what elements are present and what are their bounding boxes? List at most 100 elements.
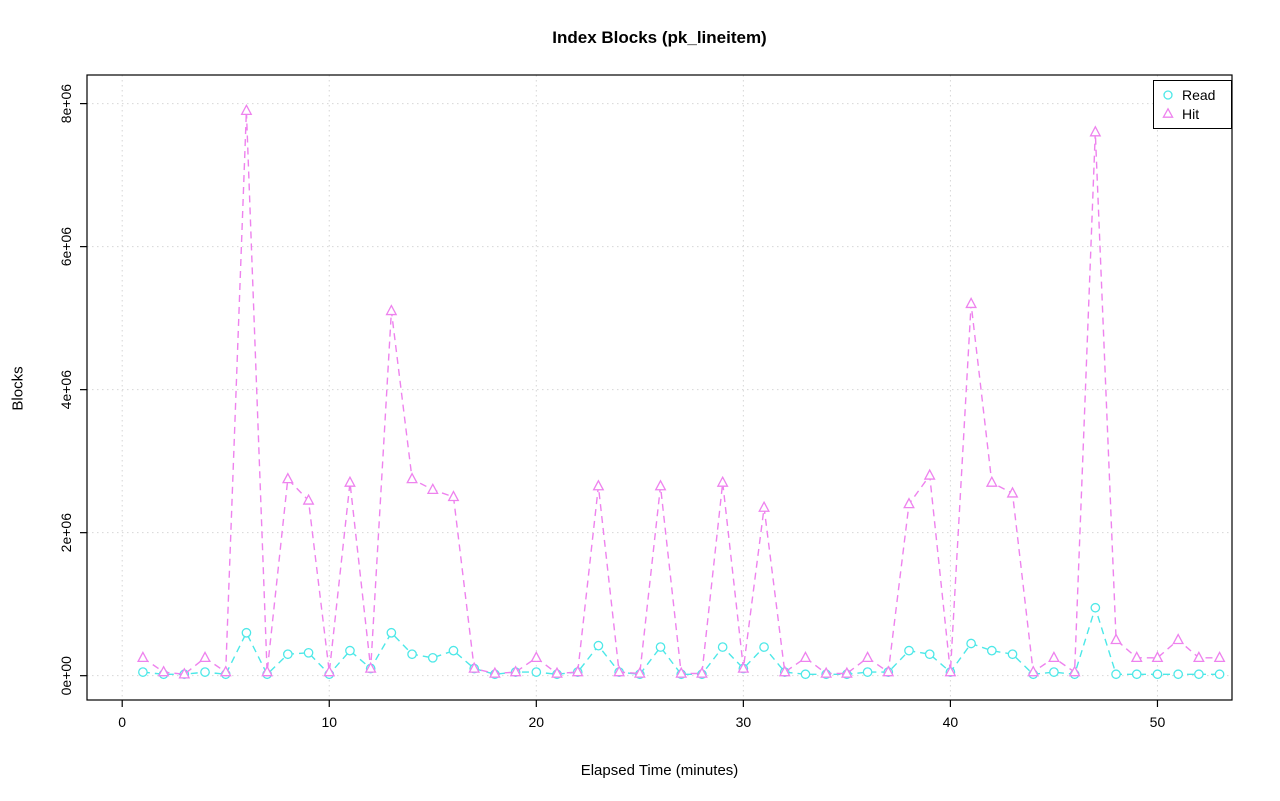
marker-triangle-hit [1027,665,1040,677]
marker-circle-read [717,642,728,652]
marker-circle-read [593,640,604,651]
marker-circle-read [1090,602,1101,613]
marker-triangle-hit [447,490,460,502]
marker-circle-read [759,642,769,652]
x-tick-label: 50 [1150,714,1166,730]
marker-triangle-hit [923,468,936,480]
marker-triangle-hit [799,651,812,663]
marker-triangle-hit [426,482,439,495]
marker-triangle-hit [571,665,584,677]
marker-circle-read [138,667,148,677]
marker-circle-read [407,649,417,660]
marker-triangle-hit [1048,651,1060,663]
legend-item-hit: Hit [1160,104,1225,123]
marker-triangle-hit [489,666,501,678]
chart-title: Index Blocks (pk_lineitem) [552,28,767,47]
marker-circle-read [924,649,935,660]
y-tick-label: 6e+06 [58,227,74,267]
marker-triangle-hit [778,665,791,677]
marker-circle-read [1049,667,1059,677]
marker-triangle-hit [675,666,688,678]
marker-triangle-hit [737,661,750,673]
marker-triangle-hit [261,665,274,677]
marker-triangle-hit [385,304,398,316]
legend-label-read: Read [1182,86,1216,103]
x-tick-label: 0 [118,714,126,730]
marker-circle-read [282,649,293,660]
marker-triangle-hit [654,479,667,491]
series-line-read [142,605,1220,676]
marker-triangle-hit [302,493,315,505]
marker-circle-read [655,642,666,652]
x-axis-label: Elapsed Time (minutes) [580,762,739,779]
marker-triangle-hit [551,666,563,678]
marker-triangle-hit [1130,651,1143,663]
marker-triangle-hit [944,665,957,677]
marker-triangle-hit [592,479,605,491]
x-tick-label: 40 [943,714,959,730]
marker-triangle-hit [344,475,356,487]
marker-triangle-hit [861,651,874,663]
series-line-hit [142,110,1220,676]
marker-triangle-hit [633,666,646,678]
marker-circle-read [862,667,873,677]
marker-circle-read [241,627,252,638]
marker-triangle-hit [199,651,211,663]
marker-circle-read [1007,649,1018,660]
marker-triangle-hit [364,661,377,673]
marker-triangle-hit [1068,665,1081,677]
marker-circle-read [386,627,397,638]
marker-circle-read [1152,669,1163,680]
marker-triangle-hit [1006,486,1019,498]
marker-triangle-hit [758,500,770,512]
marker-triangle-hit [281,472,294,484]
marker-triangle-hit [1213,651,1226,663]
marker-triangle-hit [323,665,336,677]
marker-triangle-hit [1110,633,1122,645]
marker-circle-read [904,645,914,656]
x-tick-label: 20 [529,714,545,730]
marker-triangle-hit [137,651,149,663]
marker-triangle-hit [1089,125,1102,137]
marker-triangle-hit [157,665,170,677]
marker-triangle-hit [178,667,191,679]
marker-triangle-hit [1172,633,1185,645]
marker-triangle-hit [613,665,626,677]
marker-triangle-hit [240,103,253,116]
marker-triangle-hit [696,666,708,678]
x-tick-label: 10 [321,714,337,730]
legend: Read Hit [1153,80,1232,129]
x-tick-label: 30 [736,714,752,730]
marker-circle-read [303,647,314,658]
marker-circle-read [427,652,438,663]
marker-triangle-hit [219,665,232,677]
marker-circle-read [1131,669,1142,680]
marker-circle-read [345,645,355,656]
marker-circle-read [1214,669,1225,680]
y-tick-label: 0e+00 [58,656,74,696]
plot-box [86,74,1233,701]
marker-triangle-hit [840,666,853,678]
y-tick-label: 2e+06 [58,513,74,553]
legend-label-hit: Hit [1182,105,1200,122]
marker-triangle-hit [530,651,543,663]
marker-triangle-hit [468,661,481,673]
legend-item-read: Read [1160,85,1225,104]
marker-circle-read [986,645,997,656]
marker-circle-read [1194,669,1204,680]
marker-circle-read [800,669,811,680]
marker-triangle-hit [509,665,522,677]
marker-triangle-hit [406,472,418,484]
marker-circle-read [1173,669,1184,680]
marker-triangle-hit [985,475,998,487]
marker-circle-read [200,667,210,677]
marker-circle-read [448,645,459,656]
read-marker-icon [1163,89,1173,100]
marker-triangle-hit [1192,651,1205,663]
marker-circle-read [1111,669,1121,680]
y-tick-label: 8e+06 [58,84,74,124]
marker-triangle-hit [903,497,915,509]
marker-triangle-hit [1151,651,1164,663]
